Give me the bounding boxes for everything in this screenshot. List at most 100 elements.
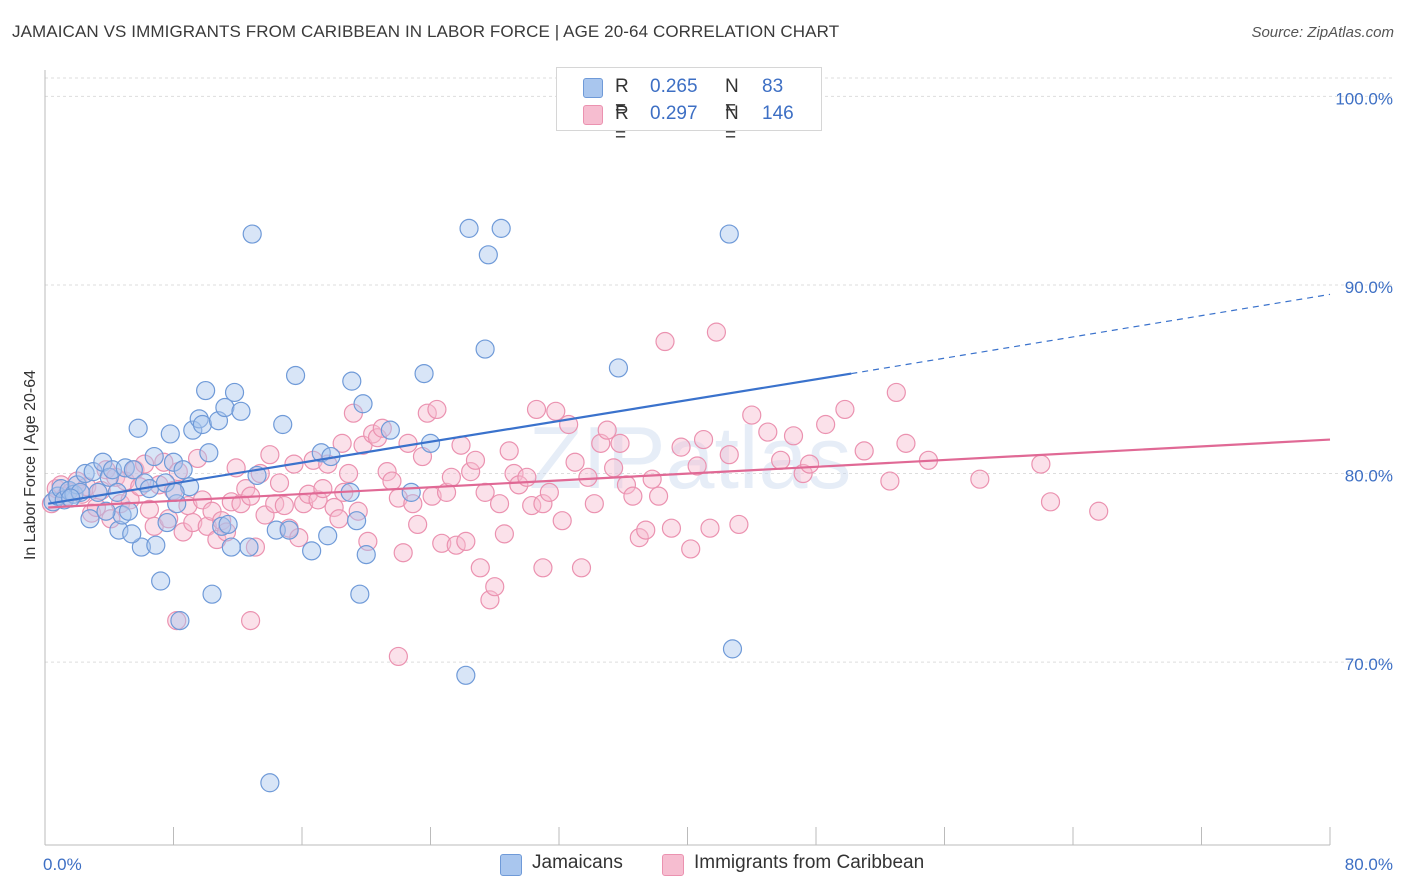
caribbean-point bbox=[417, 403, 437, 423]
caribbean-point bbox=[332, 433, 352, 453]
caribbean-point bbox=[499, 441, 519, 461]
caribbean-point bbox=[377, 462, 397, 482]
jamaican-point bbox=[475, 339, 495, 359]
caribbean-point bbox=[706, 322, 727, 342]
caribbean-point bbox=[274, 495, 294, 516]
jamaican-point bbox=[242, 224, 262, 244]
jamaican-point bbox=[123, 460, 143, 480]
caribbean-point bbox=[533, 558, 553, 578]
jamaican-point bbox=[311, 443, 331, 463]
caribbean-point bbox=[338, 463, 359, 484]
caribbean-point bbox=[134, 454, 155, 474]
caribbean-point bbox=[313, 479, 333, 499]
caribbean-point bbox=[461, 462, 481, 482]
tick-labels: 70.0% 80.0% 90.0% 100.0% 0.0% 80.0% bbox=[43, 89, 1393, 874]
caribbean-point bbox=[970, 469, 990, 489]
jamaican-point bbox=[170, 611, 190, 631]
jamaican-point bbox=[459, 218, 479, 238]
jamaican-point bbox=[231, 401, 251, 421]
r-label: R = bbox=[615, 103, 629, 146]
jamaican-point bbox=[192, 414, 213, 435]
caribbean-point bbox=[517, 467, 537, 487]
jamaican-point bbox=[478, 245, 498, 265]
caribbean-point bbox=[584, 494, 604, 514]
caribbean-point bbox=[539, 482, 559, 502]
jamaican-point bbox=[353, 394, 373, 414]
bottom-legend-label: Immigrants from Caribbean bbox=[694, 852, 925, 873]
chart-title: JAMAICAN VS IMMIGRANTS FROM CARIBBEAN IN… bbox=[12, 22, 840, 41]
jamaican-point bbox=[722, 639, 743, 659]
jamaican-point bbox=[401, 482, 421, 502]
jamaican-point bbox=[239, 537, 259, 557]
y-tick-label: 80.0% bbox=[1345, 467, 1393, 486]
n-value: 146 bbox=[762, 103, 794, 124]
caribbean-point bbox=[687, 456, 707, 476]
caribbean-point bbox=[289, 528, 309, 548]
caribbean-point bbox=[154, 452, 174, 472]
caribbean-point bbox=[799, 454, 820, 474]
caribbean-point bbox=[771, 450, 791, 470]
caribbean-point bbox=[308, 490, 328, 510]
jamaican-point bbox=[122, 524, 142, 544]
caribbean-point bbox=[546, 401, 566, 421]
caribbean-point bbox=[886, 382, 906, 403]
jamaican-point bbox=[163, 452, 184, 472]
jamaican-point bbox=[173, 460, 193, 480]
caribbean-point bbox=[835, 399, 855, 420]
n-label: N = bbox=[725, 76, 739, 119]
x-tick-label: 80.0% bbox=[1345, 855, 1393, 874]
jamaican-point bbox=[202, 584, 222, 604]
caribbean-point bbox=[571, 558, 592, 578]
grid-lines bbox=[45, 77, 1392, 663]
caribbean-point bbox=[681, 539, 701, 559]
y-tick-label: 90.0% bbox=[1345, 278, 1393, 297]
caribbean-point bbox=[793, 463, 813, 484]
caribbean-point bbox=[578, 467, 598, 487]
r-label: R = bbox=[615, 76, 629, 119]
jamaican-point bbox=[285, 365, 306, 386]
caribbean-point bbox=[408, 514, 428, 535]
jamaican-point bbox=[165, 482, 185, 502]
jamaican-points bbox=[43, 218, 743, 793]
jamaican-point bbox=[199, 443, 219, 463]
caribbean-point bbox=[494, 524, 514, 544]
caribbean-point bbox=[260, 445, 280, 465]
jamaican-point bbox=[189, 409, 209, 429]
jamaican-point bbox=[356, 545, 376, 565]
caribbean-point bbox=[729, 514, 749, 535]
n-label: N = bbox=[725, 103, 739, 146]
caribbean-point bbox=[661, 518, 682, 538]
jamaican-point bbox=[96, 501, 116, 521]
jamaican-point bbox=[118, 501, 139, 521]
caribbean-point bbox=[489, 494, 510, 514]
jamaican-point bbox=[342, 371, 362, 391]
caribbean-point bbox=[597, 420, 617, 440]
jamaican-point bbox=[719, 224, 739, 244]
caribbean-point bbox=[241, 611, 261, 631]
n-value: 83 bbox=[762, 76, 784, 97]
chart-source: Source: ZipAtlas.com bbox=[1251, 24, 1394, 41]
jamaican-point bbox=[146, 535, 166, 555]
jamaican-point bbox=[608, 358, 629, 378]
jamaican-point bbox=[414, 363, 434, 384]
caribbean-point bbox=[441, 467, 461, 487]
caribbean-point bbox=[742, 405, 762, 425]
caribbean-point bbox=[648, 486, 669, 506]
caribbean-point bbox=[324, 497, 344, 518]
caribbean-point bbox=[610, 433, 630, 453]
jamaican-point bbox=[215, 397, 235, 418]
caribbean-point bbox=[533, 494, 553, 514]
caribbean-point bbox=[393, 543, 413, 563]
jamaican-point bbox=[302, 541, 322, 561]
caribbean-point bbox=[509, 475, 529, 495]
y-tick-label: 100.0% bbox=[1335, 89, 1393, 108]
caribbean-point bbox=[1031, 454, 1051, 474]
jamaican-point bbox=[260, 773, 280, 793]
caribbean-point bbox=[783, 426, 804, 446]
bottom-legend-label: Jamaicans bbox=[532, 852, 623, 873]
jamaican-point bbox=[109, 520, 129, 540]
blue-swatch bbox=[583, 78, 603, 98]
axes bbox=[44, 70, 1331, 846]
pink-swatch bbox=[662, 854, 684, 876]
caribbean-point bbox=[758, 422, 778, 442]
